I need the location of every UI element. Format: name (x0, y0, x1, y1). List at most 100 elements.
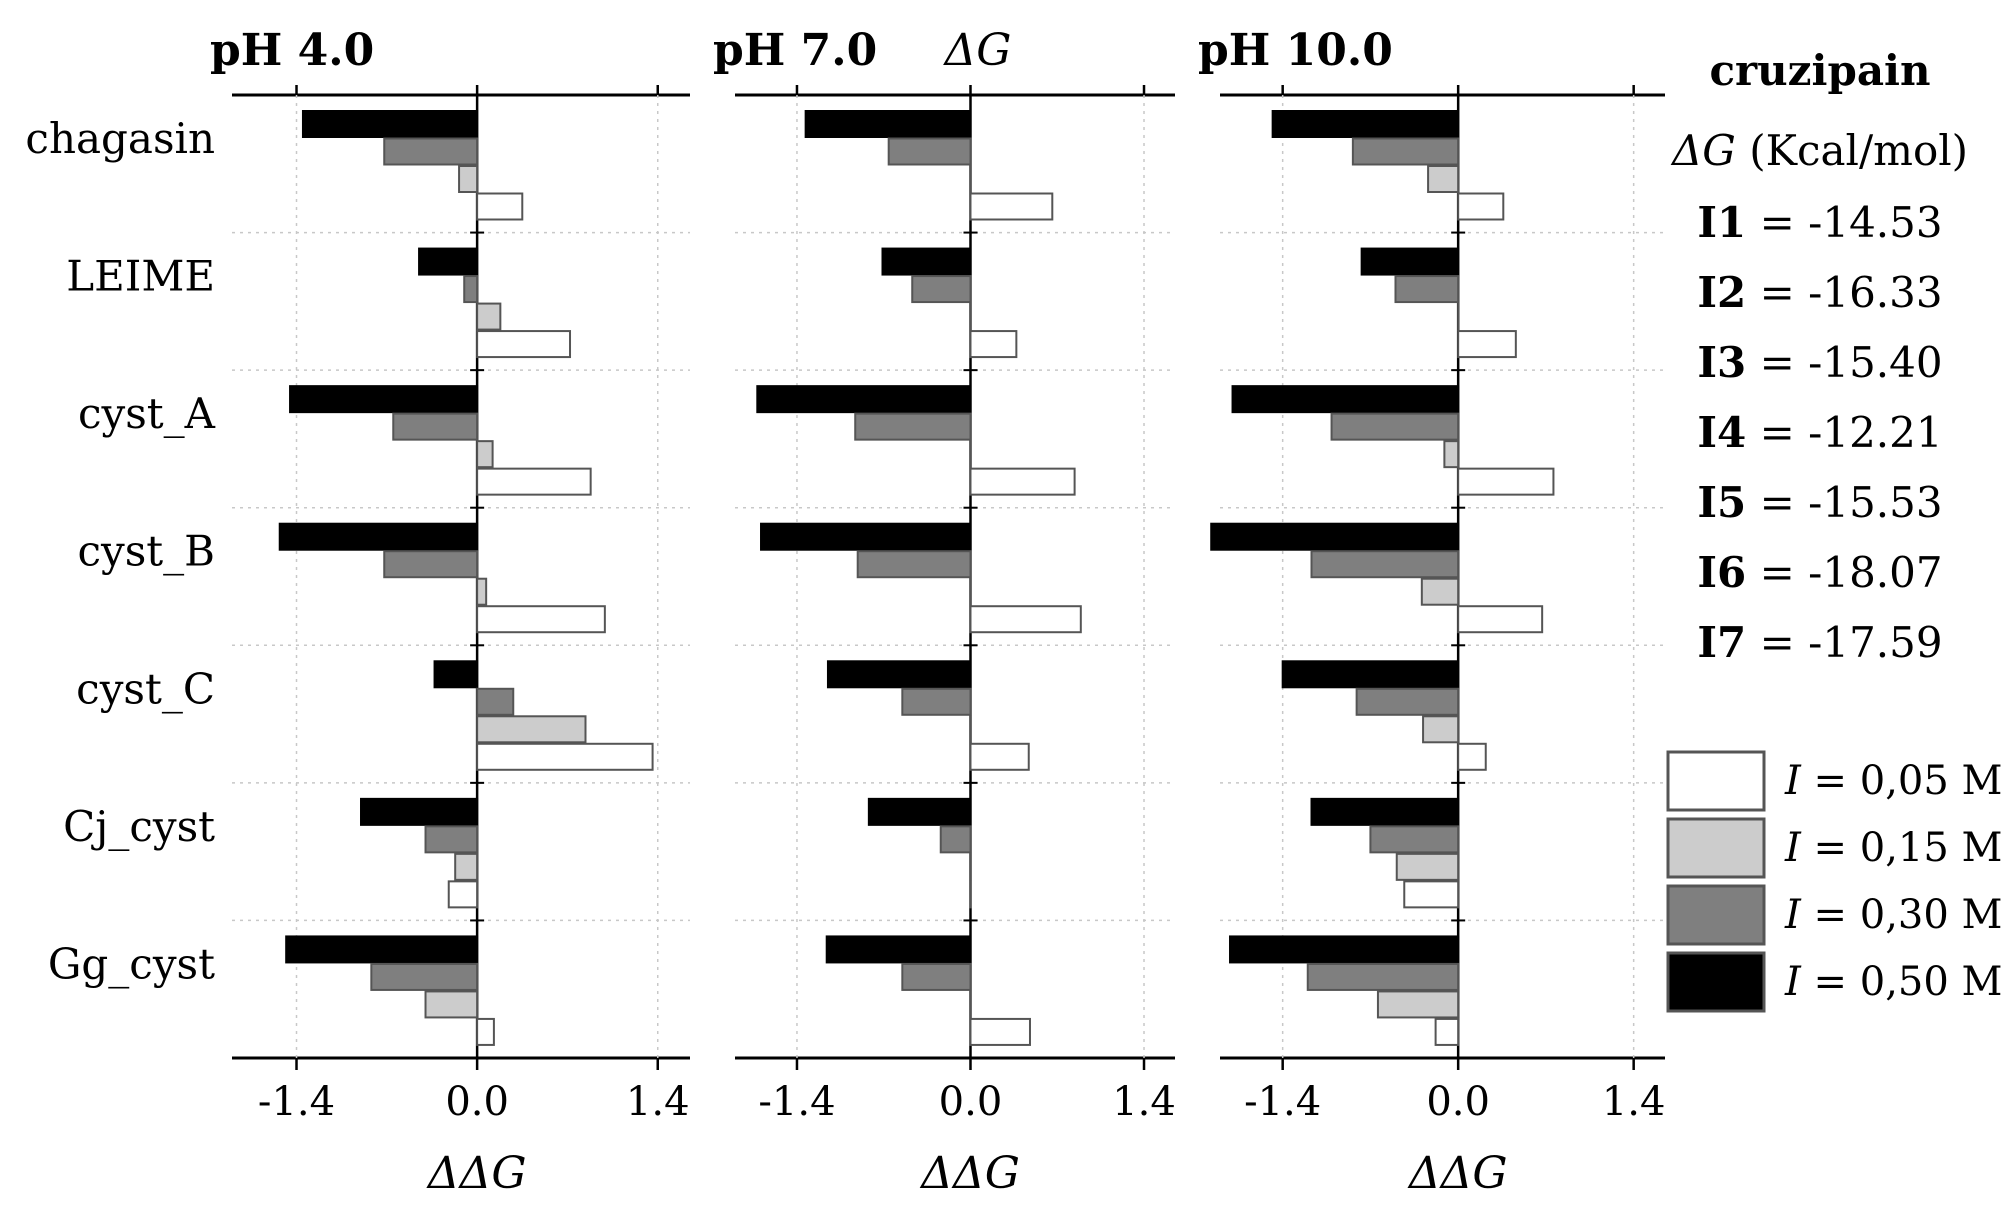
dg-entry-label: I2 (1697, 268, 1746, 317)
bar-ph-10-0-gg-cyst-i-0-05-m (1434, 1017, 1460, 1046)
dg-symbol: ΔG (1670, 126, 1736, 175)
x-axis-label: ΔΔG (426, 1148, 527, 1199)
legend-text-value: = 0,30 M (1814, 892, 2002, 938)
panel-title: pH 7.0 (713, 25, 877, 76)
dg-entry-label: I7 (1697, 618, 1746, 667)
legend-text-value: = 0,15 M (1814, 825, 2002, 871)
legend-text-value: = 0,50 M (1814, 959, 2002, 1005)
legend-symbol: I (1784, 959, 1802, 1005)
bar-ph-4-0-gg-cyst-i-0-50-m (285, 935, 479, 964)
bar-ph-7-0-leime-i-0-50-m (881, 247, 972, 276)
bar-ph-4-0-leime-i-0-05-m (476, 330, 572, 359)
bar-ph-10-0-cyst-b-i-0-30-m (1310, 550, 1460, 579)
x-tick-label: 0.0 (939, 1079, 1003, 1125)
bar-ph-7-0-leime-i-0-30-m (911, 275, 972, 304)
bar-ph-10-0-cyst-a-i-0-50-m (1231, 385, 1460, 414)
legend-text-value: = 0,05 M (1814, 758, 2002, 804)
bar-ph-7-0-gg-cyst-i-0-05-m (969, 1017, 1031, 1046)
bar-ph-4-0-cj-cyst-i-0-30-m (424, 825, 479, 854)
space-sep (1801, 959, 1814, 1005)
bar-ph-10-0-chagasin-i-0-05-m (1457, 192, 1505, 221)
category-label-leime: LEIME (66, 252, 215, 301)
bar-ph-10-0-cyst-c-i-0-05-m (1457, 742, 1487, 771)
bar-ph-7-0-cyst-a-i-0-50-m (756, 385, 972, 414)
bar-ph-4-0-cyst-b-i-0-30-m (383, 550, 479, 579)
bar-ph-4-0-chagasin-i-0-30-m (383, 137, 479, 166)
x-tick-label: 0.0 (1426, 1079, 1490, 1125)
panel-ph-10-0: pH 10.0 -1.4 0.0 1.4 ΔΔG (1198, 25, 1665, 1199)
bar-ph-10-0-chagasin-i-0-30-m (1351, 137, 1460, 166)
bar-ph-7-0-chagasin-i-0-30-m (887, 137, 972, 166)
bar-ph-4-0-chagasin-i-0-05-m (476, 192, 524, 221)
bar-ph-4-0-leime-i-0-50-m (418, 247, 479, 276)
space-sep (1746, 198, 1759, 247)
bar-ph-7-0-cj-cyst-i-0-50-m (867, 797, 972, 826)
bar-ph-10-0-cyst-b-i-0-50-m (1210, 522, 1460, 551)
bar-ph-4-0-gg-cyst-i-0-05-m (476, 1017, 495, 1046)
bar-ph-4-0-cyst-b-i-0-15-m (476, 577, 488, 606)
category-labels: chagasin LEIME cyst_A cyst_B cyst_C Cj_cyst Gg… (25, 114, 215, 988)
category-label-gg-cyst: Gg_cyst (48, 939, 215, 988)
bar-ph-10-0-gg-cyst-i-0-30-m (1306, 962, 1460, 991)
dg-entry-value: = -16.33 (1760, 268, 1943, 317)
x-tick-label: 1.4 (1112, 1079, 1176, 1125)
bar-ph-4-0-cyst-c-i-0-30-m (476, 687, 515, 716)
legend-symbol: I (1784, 892, 1802, 938)
space-sep (1746, 268, 1759, 317)
bar-ph-10-0-cyst-c-i-0-30-m (1355, 687, 1460, 716)
bar-ph-4-0-cyst-c-i-0-05-m (476, 742, 654, 771)
bar-ph-10-0-leime-i-0-30-m (1394, 275, 1460, 304)
dg-entry: I4 = -12.21 (1697, 408, 1942, 457)
bar-ph-7-0-cyst-b-i-0-50-m (760, 522, 972, 551)
space-sep (1746, 618, 1759, 667)
bar-ph-7-0-cyst-a-i-0-30-m (854, 412, 972, 441)
bar-ph-10-0-leime-i-0-05-m (1457, 330, 1517, 359)
legend-swatch-3 (1666, 951, 1766, 1013)
dg-entry: I7 = -17.59 (1697, 618, 1942, 667)
bar-ph-10-0-cyst-a-i-0-30-m (1330, 412, 1460, 441)
bar-ph-7-0-gg-cyst-i-0-50-m (825, 935, 972, 964)
dg-entry-label: I5 (1697, 478, 1746, 527)
dg-unit-line: ΔG (Kcal/mol) (1670, 126, 1968, 175)
legend-symbol: I (1784, 825, 1802, 871)
dg-entry-value: = -15.53 (1760, 478, 1943, 527)
legend-swatch-0 (1666, 750, 1766, 812)
x-tick-label: 0.0 (445, 1079, 509, 1125)
dg-entry: I5 = -15.53 (1697, 478, 1942, 527)
bar-ph-4-0-cyst-a-i-0-50-m (289, 385, 479, 414)
x-tick-label: -1.4 (258, 1079, 335, 1125)
legend-swatch-2 (1666, 884, 1766, 946)
bar-ph-4-0-cj-cyst-i-0-50-m (360, 797, 479, 826)
bar-ph-4-0-cyst-a-i-0-15-m (476, 440, 494, 469)
x-axis-label: ΔΔG (919, 1148, 1020, 1199)
category-label-chagasin: chagasin (25, 114, 215, 163)
dg-entry: I3 = -15.40 (1697, 338, 1942, 387)
bar-ph-7-0-chagasin-i-0-50-m (804, 110, 972, 138)
legend-label: I = 0,15 M (1784, 825, 2002, 871)
bar-ph-10-0-chagasin-i-0-50-m (1271, 110, 1460, 138)
bar-ph-4-0-cj-cyst-i-0-15-m (454, 852, 479, 881)
x-tick-label: 1.4 (626, 1079, 690, 1125)
legend: I = 0,05 MI = 0,15 MI = 0,30 MI = 0,50 M (1666, 750, 2002, 1013)
panel-ph-7-0: pH 7.0 -1.4 0.0 1.4 ΔΔG (713, 25, 1176, 1199)
bar-ph-4-0-gg-cyst-i-0-30-m (370, 962, 479, 991)
dg-entry-label: I1 (1697, 198, 1746, 247)
bar-ph-10-0-chagasin-i-0-15-m (1427, 165, 1460, 193)
dg-entry-value: = -12.21 (1760, 408, 1943, 457)
category-label-cyst-c: cyst_C (76, 664, 215, 713)
bar-ph-10-0-cj-cyst-i-0-15-m (1395, 852, 1460, 881)
bar-ph-10-0-cj-cyst-i-0-30-m (1369, 825, 1460, 854)
legend-swatch-1 (1666, 817, 1766, 879)
dg-entry-value: = -14.53 (1760, 198, 1943, 247)
bar-ph-7-0-cyst-c-i-0-30-m (901, 687, 972, 716)
bar-ph-7-0-leime-i-0-05-m (969, 330, 1018, 359)
bar-ph-10-0-leime-i-0-50-m (1360, 247, 1460, 276)
bar-ph-4-0-cyst-a-i-0-05-m (476, 467, 592, 496)
space-sep (1746, 408, 1759, 457)
space-sep (1746, 338, 1759, 387)
legend-symbol: I (1784, 758, 1802, 804)
dg-entry-value: = -17.59 (1760, 618, 1943, 667)
bar-ph-10-0-cyst-a-i-0-15-m (1443, 440, 1460, 469)
space-sep (1746, 548, 1759, 597)
